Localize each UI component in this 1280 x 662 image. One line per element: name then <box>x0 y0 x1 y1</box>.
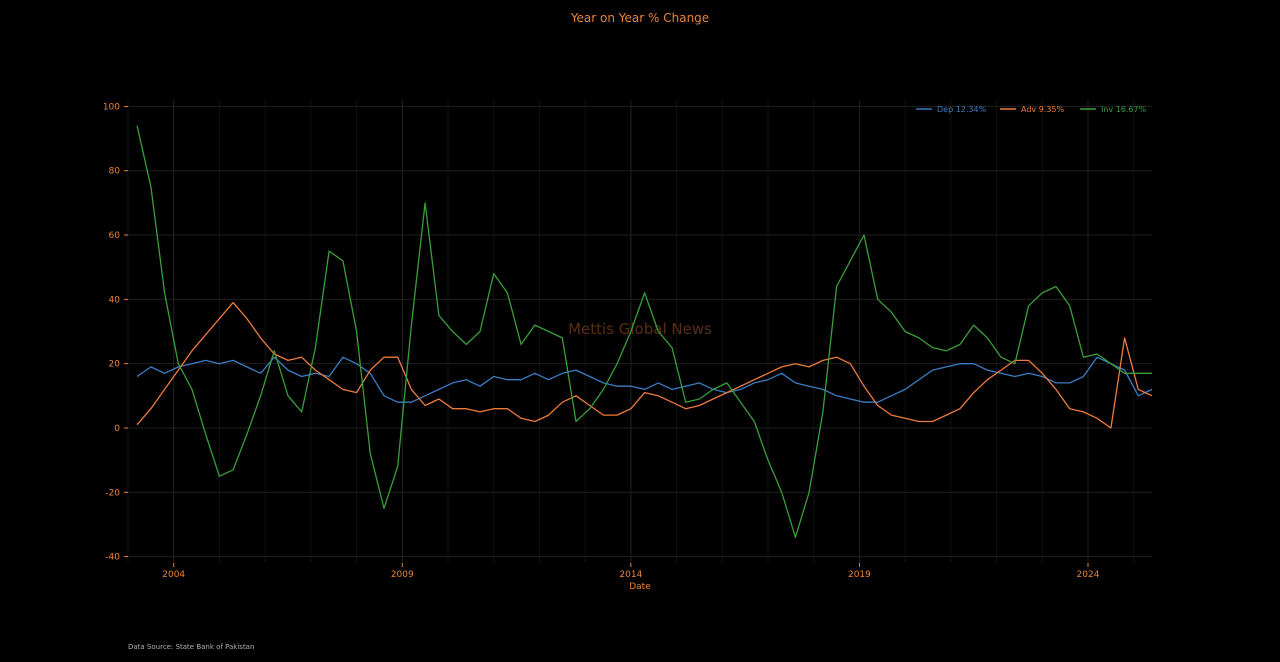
data-source-note: Data Source: State Bank of Pakistan <box>128 643 254 651</box>
watermark: Mettis Global News <box>568 320 712 338</box>
y-tick-label: 80 <box>109 167 121 177</box>
y-tick-label: -20 <box>105 488 120 498</box>
x-axis: 2004 2009 2014 2019 2024 <box>162 563 1100 580</box>
x-axis-label: Date <box>629 582 651 592</box>
legend-item-label: Dep 12.34% <box>937 105 987 114</box>
x-tick-label: 2019 <box>848 570 871 580</box>
y-tick-label: 60 <box>109 231 121 241</box>
legend-item-label: Inv 16.67% <box>1101 105 1147 114</box>
series-line-0 <box>136 356 1153 403</box>
y-axis: -40 -20 0 20 40 60 80 100 <box>103 102 128 563</box>
y-tick-label: 40 <box>109 295 121 305</box>
series-line-2 <box>136 125 1152 538</box>
y-tick-label: 0 <box>114 424 120 434</box>
x-tick-label: 2014 <box>619 570 642 580</box>
series-group <box>136 125 1153 538</box>
chart-title: Year on Year % Change <box>570 11 709 25</box>
series-line-1 <box>136 301 1153 429</box>
x-tick-label: 2004 <box>162 570 185 580</box>
legend-item-label: Adv 9.35% <box>1021 105 1065 114</box>
y-tick-label: 100 <box>103 102 120 112</box>
x-tick-label: 2009 <box>391 570 414 580</box>
y-tick-label: 20 <box>109 360 121 370</box>
y-tick-label: -40 <box>105 553 120 563</box>
x-tick-label: 2024 <box>1077 570 1100 580</box>
legend: Dep 12.34% Adv 9.35% Inv 16.67% <box>916 105 1147 114</box>
grid <box>127 100 1152 563</box>
